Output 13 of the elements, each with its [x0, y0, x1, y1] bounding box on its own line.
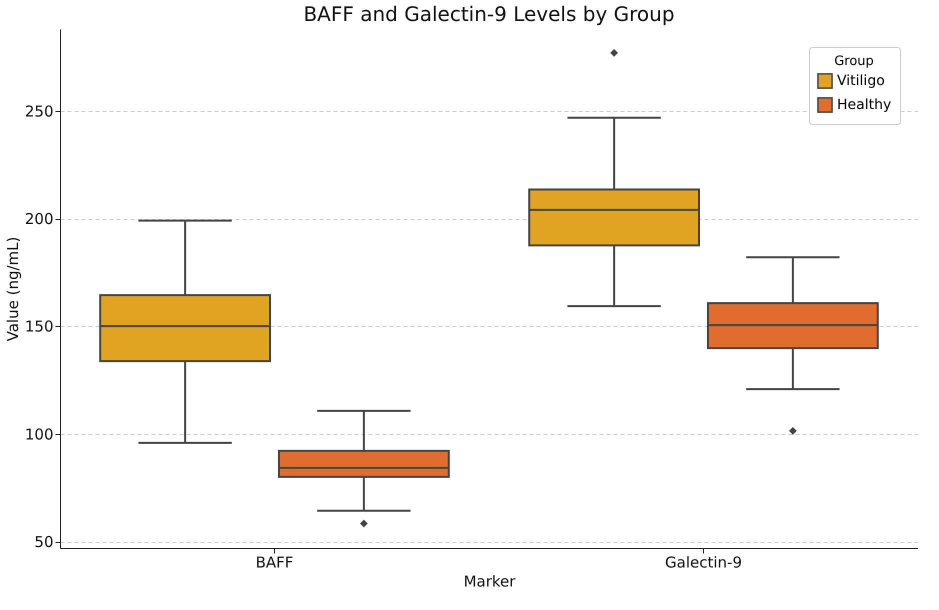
y-tick-label: 100: [24, 425, 54, 444]
chart-title: BAFF and Galectin-9 Levels by Group: [303, 2, 675, 26]
legend-label: Healthy: [837, 97, 892, 113]
legend-label: Vitiligo: [837, 73, 885, 89]
x-axis-title: Marker: [464, 572, 516, 590]
y-axis-title: Value (ng/mL): [4, 236, 22, 342]
y-tick-label: 200: [24, 210, 54, 228]
x-tick-label: Galectin-9: [665, 554, 742, 572]
legend-title: Group: [834, 54, 874, 69]
y-tick-label: 150: [24, 318, 54, 336]
y-tick-label: 50: [34, 533, 54, 552]
x-tick-label: BAFF: [256, 554, 294, 572]
y-tick-label: 250: [24, 102, 54, 120]
